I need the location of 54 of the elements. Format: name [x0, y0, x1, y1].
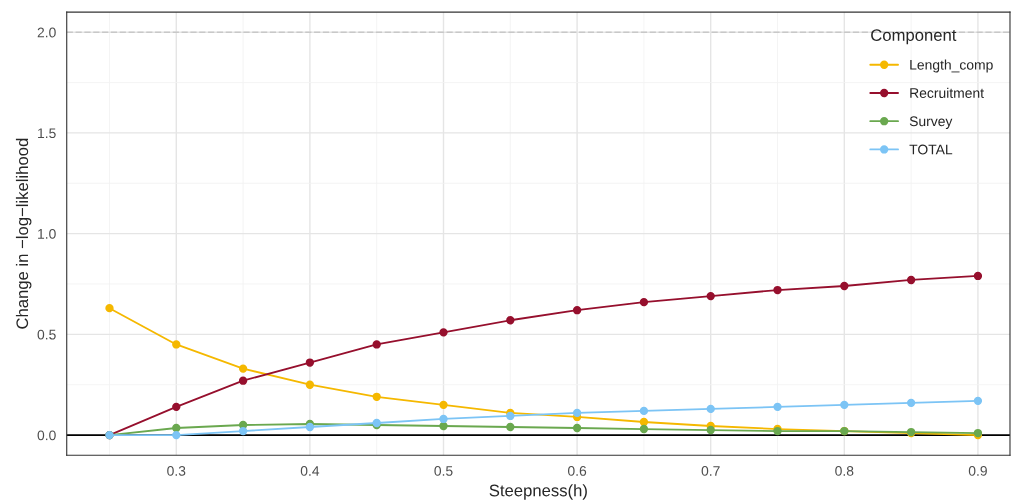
point — [305, 380, 315, 389]
y-tick-label: 0.5 — [37, 329, 56, 340]
point — [706, 404, 715, 414]
point — [439, 414, 448, 424]
point — [840, 400, 849, 410]
y-tick-label: 1.0 — [38, 228, 56, 239]
point — [572, 423, 582, 433]
point — [639, 424, 649, 434]
point — [973, 271, 983, 281]
point — [238, 426, 248, 436]
legend-label: Survey — [909, 116, 953, 129]
y-tick-label: 2.0 — [37, 27, 56, 38]
point — [639, 297, 649, 307]
x-tick-label: 0.9 — [968, 466, 987, 476]
legend-label: Recruitment — [910, 87, 984, 98]
point — [639, 406, 649, 416]
x-tick-label: 0.5 — [434, 466, 453, 476]
x-tick-label: 0.4 — [300, 466, 320, 476]
y-tick-label: 1.5 — [38, 128, 56, 139]
point — [706, 291, 715, 301]
x-tick-label: 0.3 — [167, 466, 186, 476]
point — [906, 398, 916, 408]
point — [439, 400, 448, 410]
point — [906, 275, 916, 285]
point — [372, 340, 381, 349]
point — [572, 408, 582, 418]
legend-title: Component — [871, 29, 957, 45]
point — [172, 423, 181, 433]
point — [439, 421, 448, 431]
point — [439, 328, 448, 337]
point — [706, 425, 715, 435]
x-tick-label: 0.6 — [567, 466, 587, 476]
x-axis-title: Steepness(h) — [489, 484, 587, 500]
point — [840, 281, 849, 291]
point — [506, 316, 515, 325]
point — [973, 396, 983, 405]
y-axis-title: Change in −log−likelihood — [15, 138, 32, 329]
point — [773, 402, 782, 412]
point — [238, 364, 248, 373]
point — [172, 340, 181, 349]
point — [172, 402, 181, 412]
legend-label: TOTAL — [909, 144, 953, 155]
point — [172, 430, 181, 440]
y-tick-label: 0.0 — [37, 430, 56, 441]
point — [305, 358, 315, 367]
point — [572, 306, 582, 315]
x-tick-label: 0.7 — [701, 466, 720, 476]
point — [105, 304, 114, 313]
point — [238, 376, 248, 385]
point — [372, 392, 381, 401]
point — [773, 285, 782, 295]
x-tick-label: 0.8 — [835, 466, 854, 476]
legend-label: Length_comp — [910, 59, 993, 73]
point — [506, 422, 515, 432]
